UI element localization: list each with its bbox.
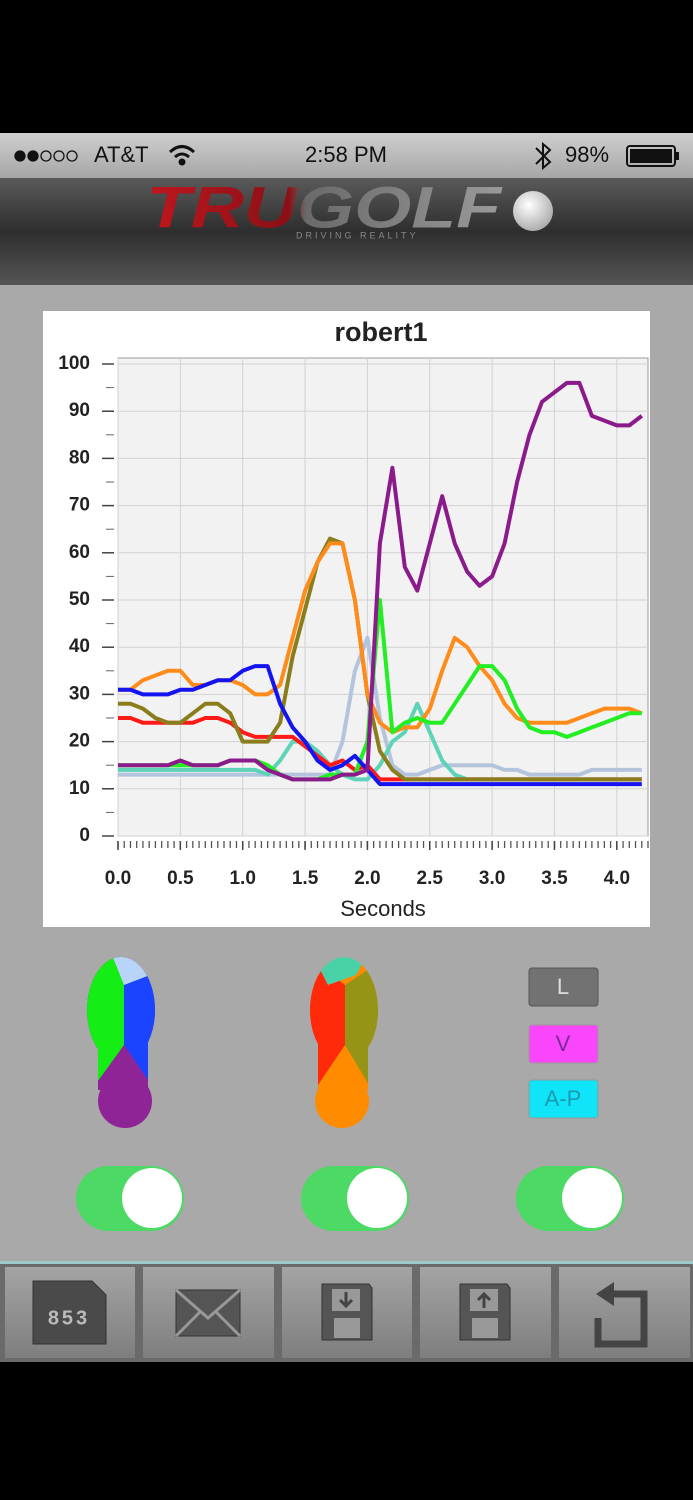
y-tick-label: 60 <box>69 542 90 563</box>
series-line <box>118 536 642 782</box>
golf-ball <box>513 191 553 231</box>
y-tick-label: 80 <box>69 447 90 468</box>
counter: 853 <box>48 1307 90 1329</box>
x-tick-label: 0.5 <box>167 868 194 889</box>
series-line <box>118 664 642 787</box>
y-tick-label: 40 <box>69 636 90 657</box>
toolbar-border <box>0 1261 693 1264</box>
x-tick-label: 1.5 <box>292 868 319 889</box>
button-ap[interactable]: A-P <box>528 1079 599 1119</box>
x-axis-label: Seconds <box>340 896 426 921</box>
button-label: A-P <box>545 1086 582 1111</box>
x-tick-label: 3.0 <box>479 868 505 889</box>
button-label: V <box>556 1031 571 1056</box>
toggle[interactable] <box>76 1166 184 1231</box>
chart-title: robert1 <box>334 317 427 347</box>
x-tick-label: 2.5 <box>417 868 444 889</box>
toggle[interactable] <box>301 1166 409 1231</box>
y-tick-label: 10 <box>69 778 90 799</box>
x-tick-label: 2.0 <box>354 868 380 889</box>
y-tick-label: 30 <box>69 683 90 704</box>
bluetooth <box>535 141 552 171</box>
y-tick-label: 90 <box>69 400 90 421</box>
button-v[interactable]: V <box>528 1024 599 1064</box>
email-button[interactable] <box>143 1267 274 1358</box>
y-tick-label: 20 <box>69 731 90 752</box>
y-tick-label: 50 <box>69 589 90 610</box>
clock: 2:58 PM <box>305 142 387 167</box>
header <box>0 178 693 285</box>
wifi <box>168 145 196 166</box>
x-tick-label: 1.0 <box>229 868 255 889</box>
back-button[interactable] <box>559 1267 690 1358</box>
tagline: DRIVING REALITY <box>296 230 419 240</box>
logo: TRUGOLF <box>146 175 503 240</box>
chart: robert1 Seconds 0 10 20 30 40 50 60 70 80 90 100 0.… <box>58 317 649 921</box>
signal <box>14 150 78 162</box>
x-tick-label: 3.5 <box>541 868 568 889</box>
x-tick-label: 0.0 <box>105 868 131 889</box>
y-tick-label: 0 <box>79 825 90 846</box>
status-bar <box>0 133 693 178</box>
carrier: AT&T <box>94 142 149 167</box>
series-line <box>118 380 644 782</box>
battery-icon <box>626 145 679 167</box>
save-button[interactable] <box>282 1267 412 1358</box>
x-tick-label: 4.0 <box>604 868 630 889</box>
counter-button[interactable]: 853 <box>5 1267 135 1358</box>
battery-text: 98% <box>565 142 609 167</box>
load-button[interactable] <box>420 1267 551 1358</box>
button-label: L <box>557 974 569 999</box>
y-tick-label: 100 <box>58 353 90 374</box>
toggle[interactable] <box>516 1166 624 1231</box>
button-l[interactable]: L <box>528 967 599 1007</box>
y-tick-label: 70 <box>69 495 90 516</box>
